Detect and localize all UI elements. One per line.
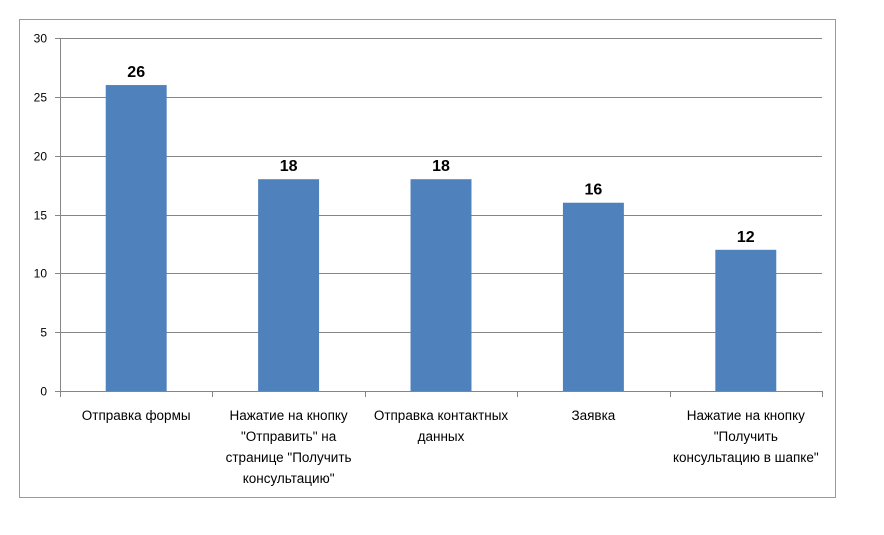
bar	[715, 249, 777, 391]
x-category-label: Отправка контактных данных	[373, 408, 509, 444]
bar	[258, 179, 320, 391]
x-category-label: Нажатие на кнопку "Отправить" на страниц…	[225, 408, 352, 486]
data-label: 12	[737, 229, 755, 246]
y-tick-label: 5	[40, 326, 47, 340]
x-category-label: Заявка	[571, 408, 616, 423]
y-tick-label: 10	[34, 267, 48, 281]
data-label: 26	[127, 64, 145, 81]
y-tick-label: 30	[34, 32, 48, 46]
y-tick-label: 25	[34, 91, 48, 105]
bar	[562, 202, 624, 391]
data-label: 18	[280, 158, 298, 175]
data-label: 16	[585, 182, 603, 199]
y-tick-label: 20	[34, 150, 48, 164]
y-tick-label: 15	[34, 209, 48, 223]
y-tick-label: 0	[40, 385, 47, 399]
x-category-label: Отправка формы	[81, 408, 191, 423]
x-category-label: Нажатие на кнопку "Получить консультацию…	[672, 408, 819, 465]
bar	[410, 179, 472, 391]
data-label: 18	[432, 158, 450, 175]
bar	[105, 85, 167, 392]
